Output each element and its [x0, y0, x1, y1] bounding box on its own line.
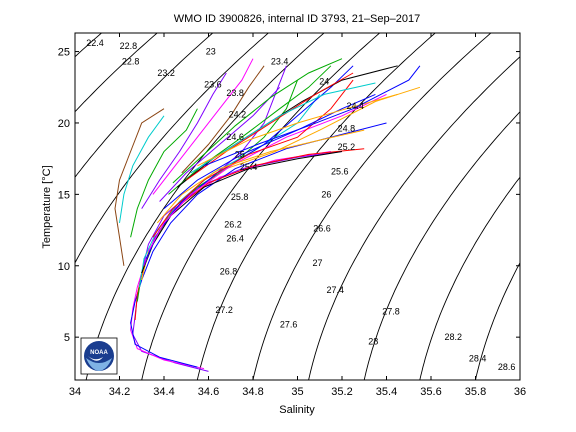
x-tick-label: 35.8: [465, 386, 486, 398]
density-contour-line: [531, 33, 576, 380]
density-contour-label: 28.4: [469, 354, 487, 364]
density-contour-label: 23.2: [157, 68, 175, 78]
y-tick-label: 15: [58, 189, 70, 201]
y-axis-ticks: 5 10 15 20 25: [58, 47, 520, 344]
chart-title: WMO ID 3900826, internal ID 3793, 21–Sep…: [174, 13, 420, 25]
density-contour-label: 28.2: [445, 332, 463, 342]
density-contour-label: 24: [319, 77, 329, 87]
density-contour-line: [252, 33, 492, 380]
profile-series: [114, 58, 421, 372]
y-tick-label: 10: [58, 261, 70, 273]
profile-line: [152, 79, 354, 238]
x-tick-label: 35.2: [331, 386, 352, 398]
density-contour-line: [196, 33, 436, 380]
x-tick-label: 35.4: [376, 386, 397, 398]
density-contour-line: [75, 33, 269, 264]
density-contour-line: [475, 261, 520, 380]
noaa-logo: NOAA: [80, 337, 118, 375]
density-contour-label: 23.6: [204, 79, 222, 89]
profile-line: [119, 115, 165, 223]
noaa-logo-text: NOAA: [90, 350, 108, 356]
density-contour-label: 24.4: [347, 101, 365, 111]
x-tick-label: 35.6: [420, 386, 441, 398]
density-contour-label: 24.8: [338, 124, 356, 134]
density-contour-label: 27.6: [280, 319, 298, 329]
profile-line: [203, 65, 421, 167]
density-contour-label: 28.6: [498, 362, 516, 372]
noaa-logo-wing-icon: [88, 356, 103, 361]
density-contour-label: 23.8: [226, 88, 244, 98]
density-contour-label: 26.6: [313, 224, 331, 234]
x-tick-label: 34.2: [109, 386, 130, 398]
profile-line: [159, 86, 281, 202]
density-contour-label: 22.8: [120, 41, 138, 51]
density-contour-labels: 22.4 22.8 22.8 23 23.2 23.4 23.6 23.8 24 24.2 24.4…: [86, 38, 515, 372]
profile-line: [156, 129, 365, 224]
y-axis-label: Temperature [°C]: [41, 165, 53, 248]
density-contour-line: [363, 111, 520, 380]
density-contour-label: 25.4: [240, 162, 258, 172]
density-contour-label: 27.2: [215, 305, 233, 315]
density-contour-label: 25.8: [231, 192, 249, 202]
profile-line: [147, 93, 387, 252]
y-tick-label: 20: [58, 118, 70, 130]
density-contour-label: 23.4: [271, 57, 289, 67]
profile-line: [168, 65, 332, 195]
density-contour-line: [75, 33, 213, 178]
density-contour-label: 25.2: [338, 142, 356, 152]
density-contour-line: [308, 56, 520, 380]
y-tick-label: 5: [64, 332, 70, 344]
density-contours: [0, 33, 576, 380]
x-tick-label: 36: [514, 386, 526, 398]
density-contour-label: 26: [321, 189, 331, 199]
density-contour-label: 27.8: [382, 307, 400, 317]
density-contour-label: 22.4: [86, 38, 104, 48]
density-contour-label: 26.2: [224, 219, 242, 229]
density-contour-label: 24.6: [226, 132, 244, 142]
density-contour-line: [419, 176, 520, 380]
profile-line: [132, 151, 343, 372]
profile-line: [163, 93, 376, 209]
density-contour-label: 23: [206, 47, 216, 57]
density-contour-label: 25.6: [331, 167, 349, 177]
x-tick-label: 34.8: [242, 386, 263, 398]
profile-line: [139, 94, 321, 288]
density-contour-label: 27: [312, 258, 322, 268]
density-contour-line: [141, 33, 380, 380]
x-axis-ticks: 34 34.2 34.4 34.6 34.8 35 35.2 35.4 35.6 35.8 36: [69, 33, 526, 398]
density-contour-label: 22.8: [122, 57, 140, 67]
profile-line: [172, 58, 343, 184]
density-contour-line: [75, 33, 158, 113]
noaa-logo-gull-icon: [86, 358, 112, 371]
density-contour-label: 27.4: [327, 285, 345, 295]
profile-line: [181, 65, 265, 174]
profile-line: [141, 72, 227, 209]
profile-line: [130, 122, 387, 368]
density-contour-label: 26.8: [220, 267, 238, 277]
profile-line: [114, 108, 165, 266]
y-tick-label: 25: [58, 47, 70, 59]
profile-line: [186, 72, 354, 181]
x-tick-label: 34.4: [153, 386, 174, 398]
x-tick-label: 34: [69, 386, 81, 398]
profile-line: [130, 108, 198, 238]
x-tick-label: 35: [291, 386, 303, 398]
density-contour-line: [0, 33, 46, 380]
density-contour-label: 25: [235, 149, 245, 159]
density-contour-label: 26.4: [226, 234, 244, 244]
density-contour-label: 28: [368, 336, 378, 346]
profile-line: [152, 58, 254, 195]
density-contour-label: 24.2: [229, 109, 247, 119]
plot-frame: [74, 32, 521, 381]
density-contour-line: [85, 33, 325, 380]
x-axis-label: Salinity: [279, 404, 315, 416]
x-tick-label: 34.6: [198, 386, 219, 398]
